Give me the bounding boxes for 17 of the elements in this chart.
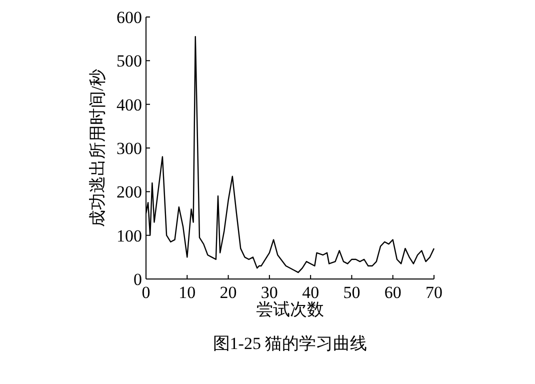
x-tick-label: 30 [260, 283, 278, 302]
x-tick-label: 10 [178, 283, 196, 302]
y-tick-label: 200 [116, 182, 142, 202]
y-tick-label: 0 [134, 270, 142, 289]
y-tick-label: 300 [116, 139, 142, 158]
y-tick-label: 600 [116, 8, 142, 27]
x-tick-label: 60 [384, 283, 402, 302]
caption: 图1-25 猫的学习曲线 [212, 334, 368, 353]
x-tick-label: 70 [426, 283, 442, 302]
y-tick-label: 400 [116, 95, 142, 114]
x-tick-label: 20 [220, 283, 237, 302]
x-axis-title: 尝试次数 [256, 300, 324, 319]
y-axis-title: 成功逃出所用时间/秒 [88, 69, 107, 227]
y-tick-label: 500 [116, 52, 142, 71]
y-tick-label: 100 [116, 226, 142, 246]
x-tick-label: 40 [302, 283, 320, 302]
x-tick-label: 50 [343, 283, 360, 302]
